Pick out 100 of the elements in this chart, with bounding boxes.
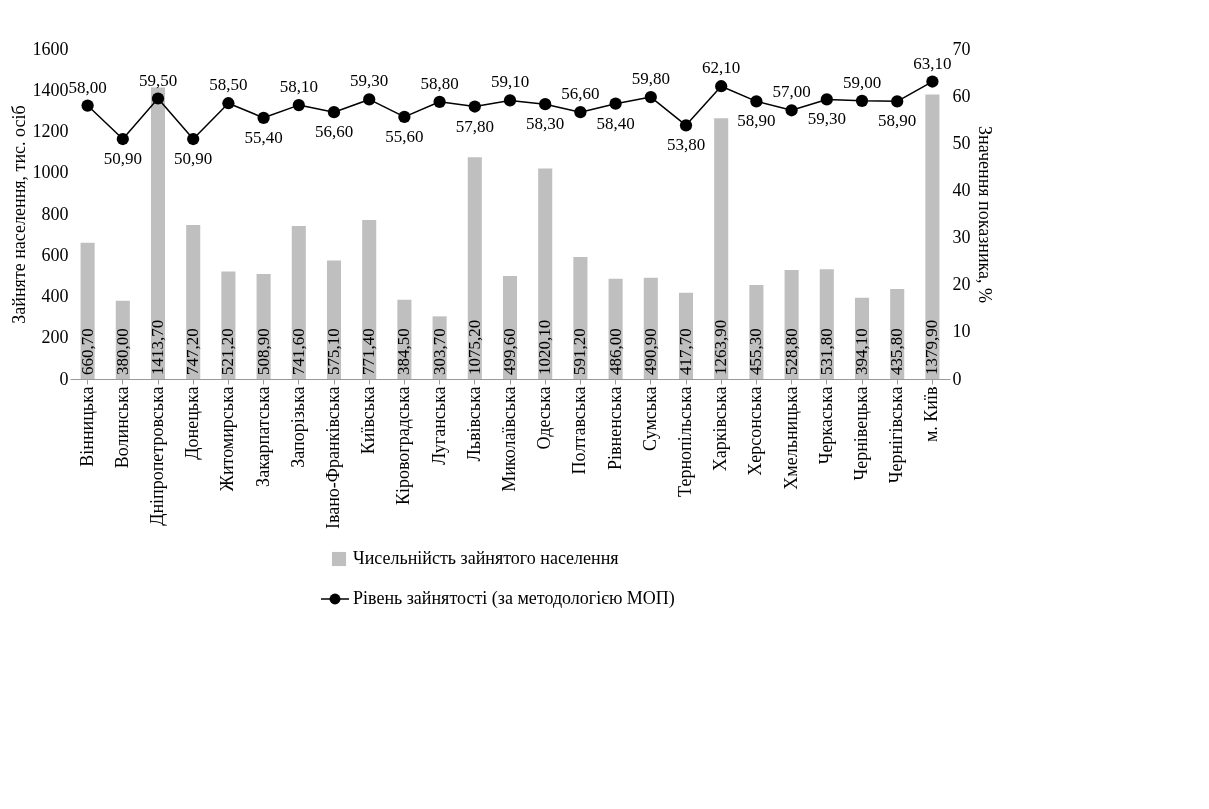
data-label: 59,10 [490,72,530,92]
point [891,95,904,108]
y-tick-label: 1400 [32,79,69,100]
data-label: 53,80 [666,135,706,155]
data-label: 490,90 [640,328,660,375]
x-tick-label: Вінницька [76,386,97,467]
data-label: 1413,70 [148,319,167,375]
data-label: 435,80 [887,328,907,375]
data-label: 58,80 [420,73,459,93]
data-label: 1020,10 [535,319,555,375]
point [609,97,622,110]
x-tick-label: Луганська [428,386,449,465]
x-tick-label: Херсонська [745,386,766,476]
x-tick-label: Волинська [111,386,132,469]
data-label: 521,20 [218,328,238,375]
point [433,95,446,108]
data-label: 303,70 [429,328,449,375]
x-tick-label: Полтавська [569,386,590,475]
data-label: 63,10 [913,53,952,73]
x-tick-label: Рівненська [604,386,625,470]
point [855,94,869,107]
data-label: 59,80 [631,69,670,89]
data-label: 58,40 [596,113,635,133]
point [750,95,763,108]
data-label: 62,10 [702,58,741,78]
x-tick-label: Львівська [463,386,484,462]
x-tick-label: Запорізька [287,386,308,468]
x-tick-label: Харківська [710,386,731,472]
legend-label: Чисельнійсть зайнятого населення [353,548,619,568]
point [222,97,235,110]
data-label: 741,60 [288,328,308,375]
y-axis-title: Зайняте населення, тис. осіб [8,105,29,324]
y2-tick-label: 0 [952,368,962,389]
data-label: 57,00 [772,82,811,102]
x-tick-label: Чернівецька [851,386,871,481]
data-label: 58,90 [737,111,776,131]
bar [150,87,166,379]
data-label: 575,10 [324,328,343,375]
y-tick-label: 200 [41,327,69,348]
data-label: 59,50 [138,70,178,90]
data-label: 508,90 [253,328,273,375]
y2-tick-label: 70 [952,38,971,59]
data-label: 56,60 [314,122,354,142]
data-label: 59,30 [807,109,846,129]
point [715,80,728,93]
bar [925,94,940,379]
data-label: 50,90 [103,149,142,169]
data-label: 417,70 [676,328,695,375]
point [292,98,305,112]
x-tick-label: Хмельницька [780,386,801,490]
data-label: 59,00 [842,72,882,92]
y2-axis-title: Значення показника, % [974,126,995,303]
data-label: 747,20 [183,328,203,375]
x-tick-label: Київська [358,386,379,455]
point [503,94,517,107]
x-tick-label: Житомирська [217,386,238,492]
data-label: 486,00 [605,328,625,375]
data-label: 57,80 [455,116,494,136]
data-label: 384,50 [394,328,414,375]
data-label: 58,10 [279,77,318,97]
point [785,104,798,117]
point [81,99,94,112]
x-tick-label: Дніпропетровська [147,386,167,526]
data-label: 56,60 [561,84,600,104]
point [820,93,833,106]
x-tick-label: Закарпатська [252,386,273,487]
data-label: 58,00 [68,77,107,97]
data-label: 50,90 [174,149,213,169]
point [679,119,693,132]
data-label: 1379,90 [922,319,942,375]
point [363,93,376,106]
data-label: 499,60 [500,328,519,375]
point [327,106,341,119]
x-tick-label: Черкаська [815,386,836,465]
point [539,98,552,111]
data-label: 455,30 [746,328,766,375]
y-tick-label: 1200 [32,121,69,141]
y-tick-label: 600 [41,244,69,265]
x-tick-label: Сумська [639,386,660,451]
y2-tick-label: 50 [952,132,971,153]
x-tick-label: Донецька [182,386,203,460]
point [257,111,270,124]
data-label: 380,00 [112,328,132,375]
point [468,100,481,113]
y2-tick-label: 30 [952,227,971,248]
point [187,132,200,146]
y2-tick-label: 40 [952,179,971,200]
data-label: 528,80 [781,328,801,375]
y2-tick-label: 20 [952,274,971,295]
y-tick-label: 800 [41,203,69,224]
y-tick-label: 1000 [32,162,69,183]
y2-tick-label: 10 [952,321,971,342]
point [151,92,165,105]
bar [362,219,377,379]
x-tick-label: Тернопільська [675,386,695,497]
data-label: 58,90 [878,111,917,131]
data-label: 394,10 [852,328,871,375]
x-tick-label: Миколаївська [499,386,519,492]
y-tick-label: 400 [41,286,69,306]
point [926,75,939,88]
